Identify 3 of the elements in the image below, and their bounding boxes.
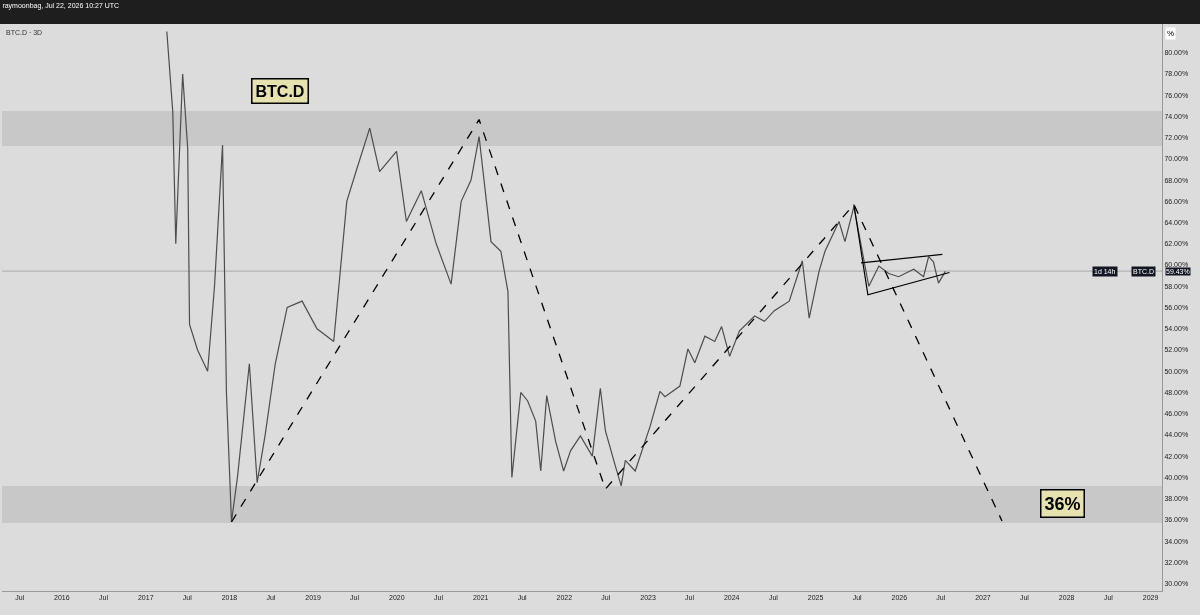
- text: %: [1167, 29, 1175, 38]
- annotation: BTC.D: [255, 82, 305, 100]
- annotation: 36%: [1044, 493, 1081, 514]
